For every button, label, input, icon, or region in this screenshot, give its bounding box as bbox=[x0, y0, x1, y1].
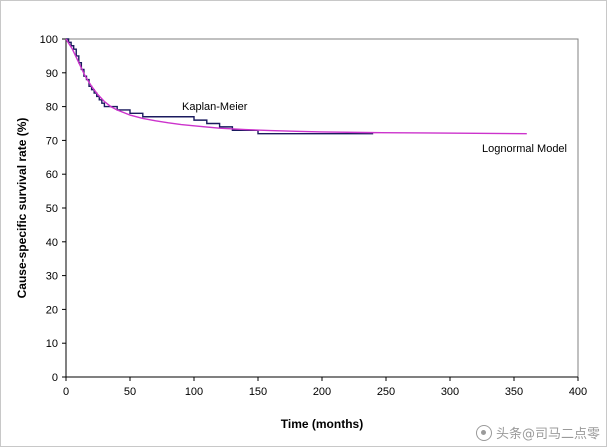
watermark: 头条@司马二点零 bbox=[475, 423, 600, 442]
axes: 0 50 100 150 200 250 300 350 400 0 10 20 30 40 50 60 70 8… bbox=[40, 34, 588, 398]
labels-layer: Time (months) Cause-specific survival rat… bbox=[15, 101, 567, 431]
x-tick-label: 300 bbox=[441, 386, 459, 398]
series-layer bbox=[65, 38, 527, 135]
y-tick-label: 20 bbox=[46, 304, 58, 316]
x-tick-label: 0 bbox=[63, 386, 69, 398]
y-tick-label: 100 bbox=[40, 34, 58, 46]
y-tick-label: 90 bbox=[46, 68, 58, 80]
x-tick-label: 50 bbox=[124, 386, 136, 398]
x-tick-label: 400 bbox=[569, 386, 587, 398]
x-tick-label: 150 bbox=[249, 386, 267, 398]
watermark-logo-icon bbox=[475, 424, 492, 441]
y-tick-label: 10 bbox=[46, 338, 58, 350]
lognormal-model-label: Lognormal Model bbox=[482, 143, 567, 155]
x-axis-title: Time (months) bbox=[281, 417, 363, 431]
y-tick-label: 50 bbox=[46, 203, 58, 215]
x-tick-label: 350 bbox=[505, 386, 523, 398]
y-axis-title: Cause-specific survival rate (%) bbox=[15, 118, 29, 299]
y-tick-label: 40 bbox=[46, 237, 58, 249]
x-tick-label: 100 bbox=[185, 386, 203, 398]
y-tick-label: 60 bbox=[46, 169, 58, 181]
y-tick-label: 80 bbox=[46, 102, 58, 114]
watermark-text: 头条@司马二点零 bbox=[495, 427, 600, 442]
x-tick-label: 250 bbox=[377, 386, 395, 398]
plot-area bbox=[65, 38, 579, 378]
lognormal-model-line bbox=[65, 38, 527, 135]
y-tick-label: 0 bbox=[52, 372, 58, 384]
kaplan-meier-label: Kaplan-Meier bbox=[182, 101, 248, 113]
y-tick-label: 30 bbox=[46, 271, 58, 283]
x-tick-label: 200 bbox=[313, 386, 331, 398]
y-tick-label: 70 bbox=[46, 135, 58, 147]
plot-border bbox=[65, 38, 579, 378]
